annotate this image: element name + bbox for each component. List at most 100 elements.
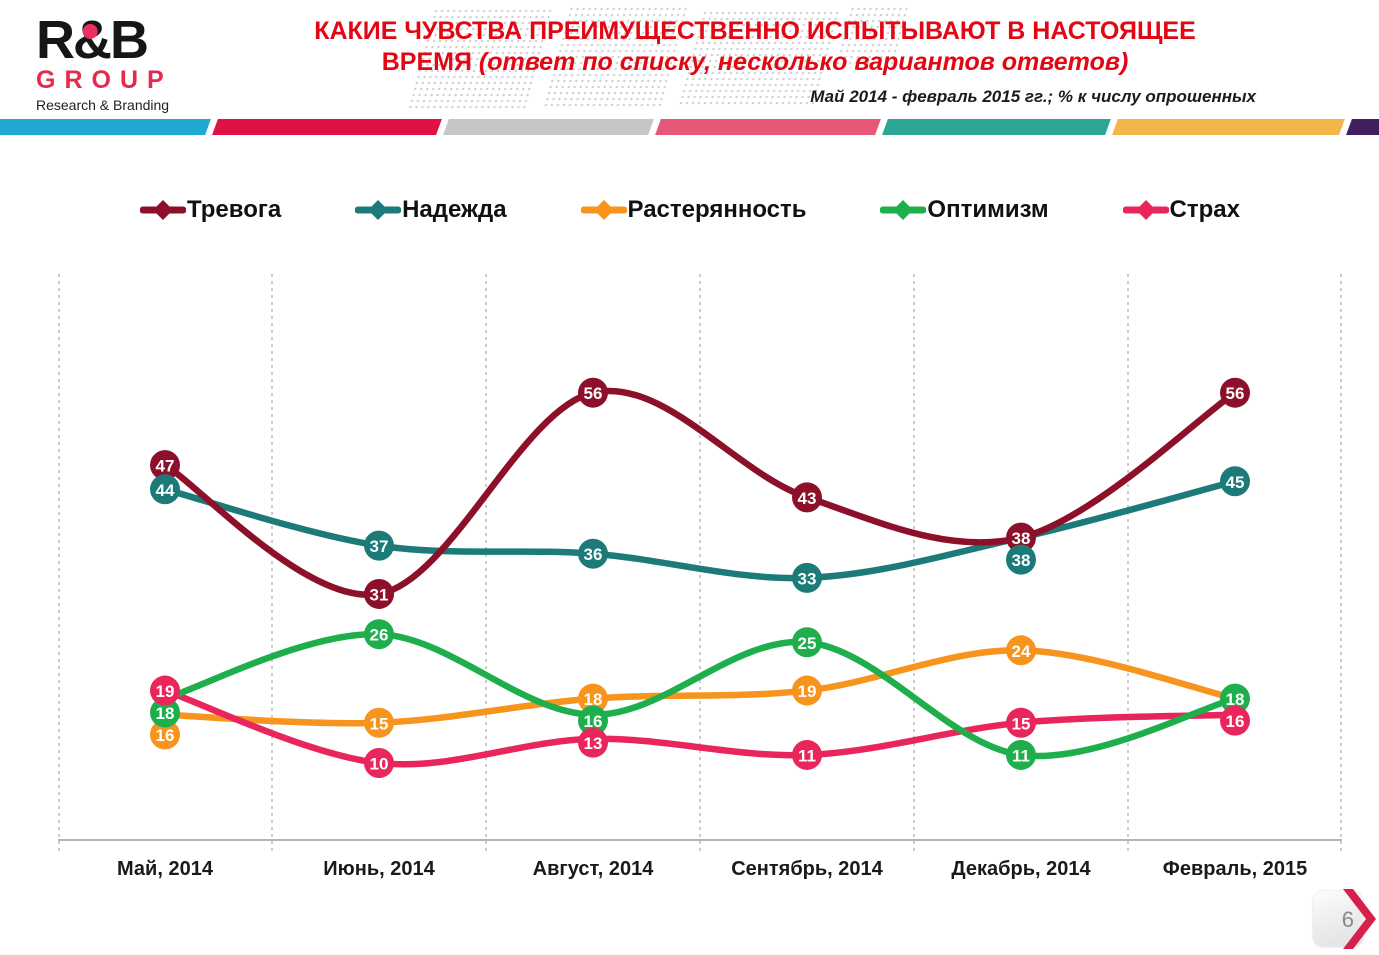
logo-tagline: Research & Branding <box>36 97 170 113</box>
accent-bar-segment <box>1112 119 1345 135</box>
accent-color-bar <box>0 119 1379 135</box>
data-point-label: 45 <box>1226 473 1245 492</box>
accent-bar-segment <box>882 119 1111 135</box>
data-point <box>578 727 608 758</box>
data-point-label: 15 <box>370 714 389 733</box>
legend-label: Тревога <box>187 196 282 223</box>
data-point <box>1006 707 1036 738</box>
legend-item: Оптимизм <box>880 196 1049 224</box>
data-point <box>792 739 822 770</box>
slide-title-line2-note: (ответ по списку, несколько вариантов от… <box>478 48 1129 76</box>
data-point <box>150 675 180 706</box>
data-point <box>1006 522 1036 553</box>
data-point <box>792 627 822 658</box>
logo-brand-text: R&B <box>36 10 149 70</box>
legend-item: Тревога <box>140 196 281 224</box>
data-point-label: 43 <box>798 489 817 508</box>
data-point <box>1220 683 1250 714</box>
x-axis-label: Июнь, 2014 <box>323 858 435 880</box>
legend-item: Растерянность <box>580 196 807 224</box>
data-point <box>578 705 608 736</box>
data-point <box>364 707 394 738</box>
data-point <box>578 538 608 569</box>
data-point <box>150 450 180 481</box>
legend-line-diamond-icon <box>355 200 402 220</box>
data-point-label: 24 <box>1012 642 1031 661</box>
data-point-label: 47 <box>156 457 175 476</box>
legend-line-diamond-icon <box>580 200 627 220</box>
accent-bar-segment <box>443 119 654 135</box>
data-point <box>364 748 394 778</box>
series-line-5 <box>161 687 1239 768</box>
legend-item: Надежда <box>355 196 507 224</box>
data-point-label: 15 <box>1012 714 1031 733</box>
header: КАКИЕ ЧУВСТВА ПРЕИМУЩЕСТВЕННО ИСПЫТЫВАЮТ… <box>190 16 1320 107</box>
accent-bar-segment <box>0 119 211 135</box>
data-point <box>578 377 608 408</box>
data-point <box>1006 739 1036 770</box>
data-point <box>1006 544 1036 575</box>
data-point-label: 18 <box>1226 690 1245 709</box>
accent-bar-segment <box>212 119 442 135</box>
legend-label: Оптимизм <box>927 196 1049 223</box>
chart-legend: Тревога Надежда Растерянность Оптимизм Страх <box>140 196 1240 224</box>
legend-label: Надежда <box>402 196 507 223</box>
data-point-label: 18 <box>156 704 175 723</box>
trend-chart: 47 31 56 43 38 56 44 37 36 33 38 45 16 15 18 19 24 18 26 16… <box>58 274 1342 854</box>
data-point <box>1006 635 1036 666</box>
series-line-3 <box>161 647 1239 727</box>
data-point <box>364 578 394 609</box>
data-point-label: 33 <box>798 569 817 588</box>
data-point <box>1220 466 1250 497</box>
accent-bar-segment <box>655 119 881 135</box>
data-point <box>1220 705 1250 736</box>
data-point-label: 18 <box>584 690 603 709</box>
data-point <box>150 474 180 505</box>
legend-line-diamond-icon <box>880 200 927 220</box>
legend-line-diamond-icon <box>140 200 186 220</box>
x-axis-label: Сентябрь, 2014 <box>731 858 883 880</box>
data-point <box>578 683 608 714</box>
slide-title-line1: КАКИЕ ЧУВСТВА ПРЕИМУЩЕСТВЕННО ИСПЫТЫВАЮТ… <box>314 17 1196 45</box>
data-point <box>150 719 180 750</box>
data-point-label: 44 <box>156 481 175 500</box>
data-point-label: 13 <box>584 734 603 753</box>
page-number-badge: 6 <box>1313 889 1376 949</box>
series-line-1 <box>161 387 1239 599</box>
legend-label: Страх <box>1169 196 1240 223</box>
data-point-label: 56 <box>1226 384 1245 403</box>
company-logo: R&B GROUP Research & Branding <box>36 12 173 113</box>
legend-item: Страх <box>1122 196 1240 224</box>
data-point-label: 26 <box>370 626 389 645</box>
data-point-label: 16 <box>584 712 603 731</box>
x-axis-label: Февраль, 2015 <box>1162 858 1308 880</box>
data-point-label: 36 <box>584 545 603 564</box>
data-point <box>150 697 180 728</box>
logo-group-text: GROUP <box>36 66 173 94</box>
legend-label: Растерянность <box>627 196 807 223</box>
page-number: 6 <box>1341 907 1354 932</box>
x-axis-label: Декабрь, 2014 <box>951 858 1091 880</box>
x-axis-label: Август, 2014 <box>532 858 654 880</box>
data-point <box>364 530 394 561</box>
slide-title-line2: ВРЕМЯ (ответ по списку, несколько вариан… <box>190 47 1320 78</box>
data-point-label: 31 <box>370 585 389 604</box>
data-point-label: 11 <box>798 746 816 765</box>
accent-bar-segment <box>1346 119 1379 135</box>
x-axis-labels: Май, 2014 Июнь, 2014 Август, 2014 Сентябрь,… <box>58 858 1342 881</box>
data-point-label: 10 <box>370 755 389 774</box>
data-point-label: 38 <box>1012 529 1031 548</box>
data-point <box>792 675 822 706</box>
data-point <box>1220 377 1250 408</box>
data-point-label: 25 <box>798 634 817 653</box>
data-point-label: 19 <box>156 682 175 701</box>
x-axis-label: Май, 2014 <box>117 858 213 880</box>
legend-line-diamond-icon <box>1122 200 1169 220</box>
chart-area: 47 31 56 43 38 56 44 37 36 33 38 45 16 15 18 19 24 18 26 16… <box>58 272 1342 912</box>
data-point-label: 56 <box>584 384 603 403</box>
data-point-label: 19 <box>798 682 817 701</box>
data-point-label: 11 <box>1012 746 1030 765</box>
data-point-label: 38 <box>1012 551 1031 570</box>
slide-subtitle: Май 2014 - февраль 2015 гг.; % к числу о… <box>810 87 1256 106</box>
